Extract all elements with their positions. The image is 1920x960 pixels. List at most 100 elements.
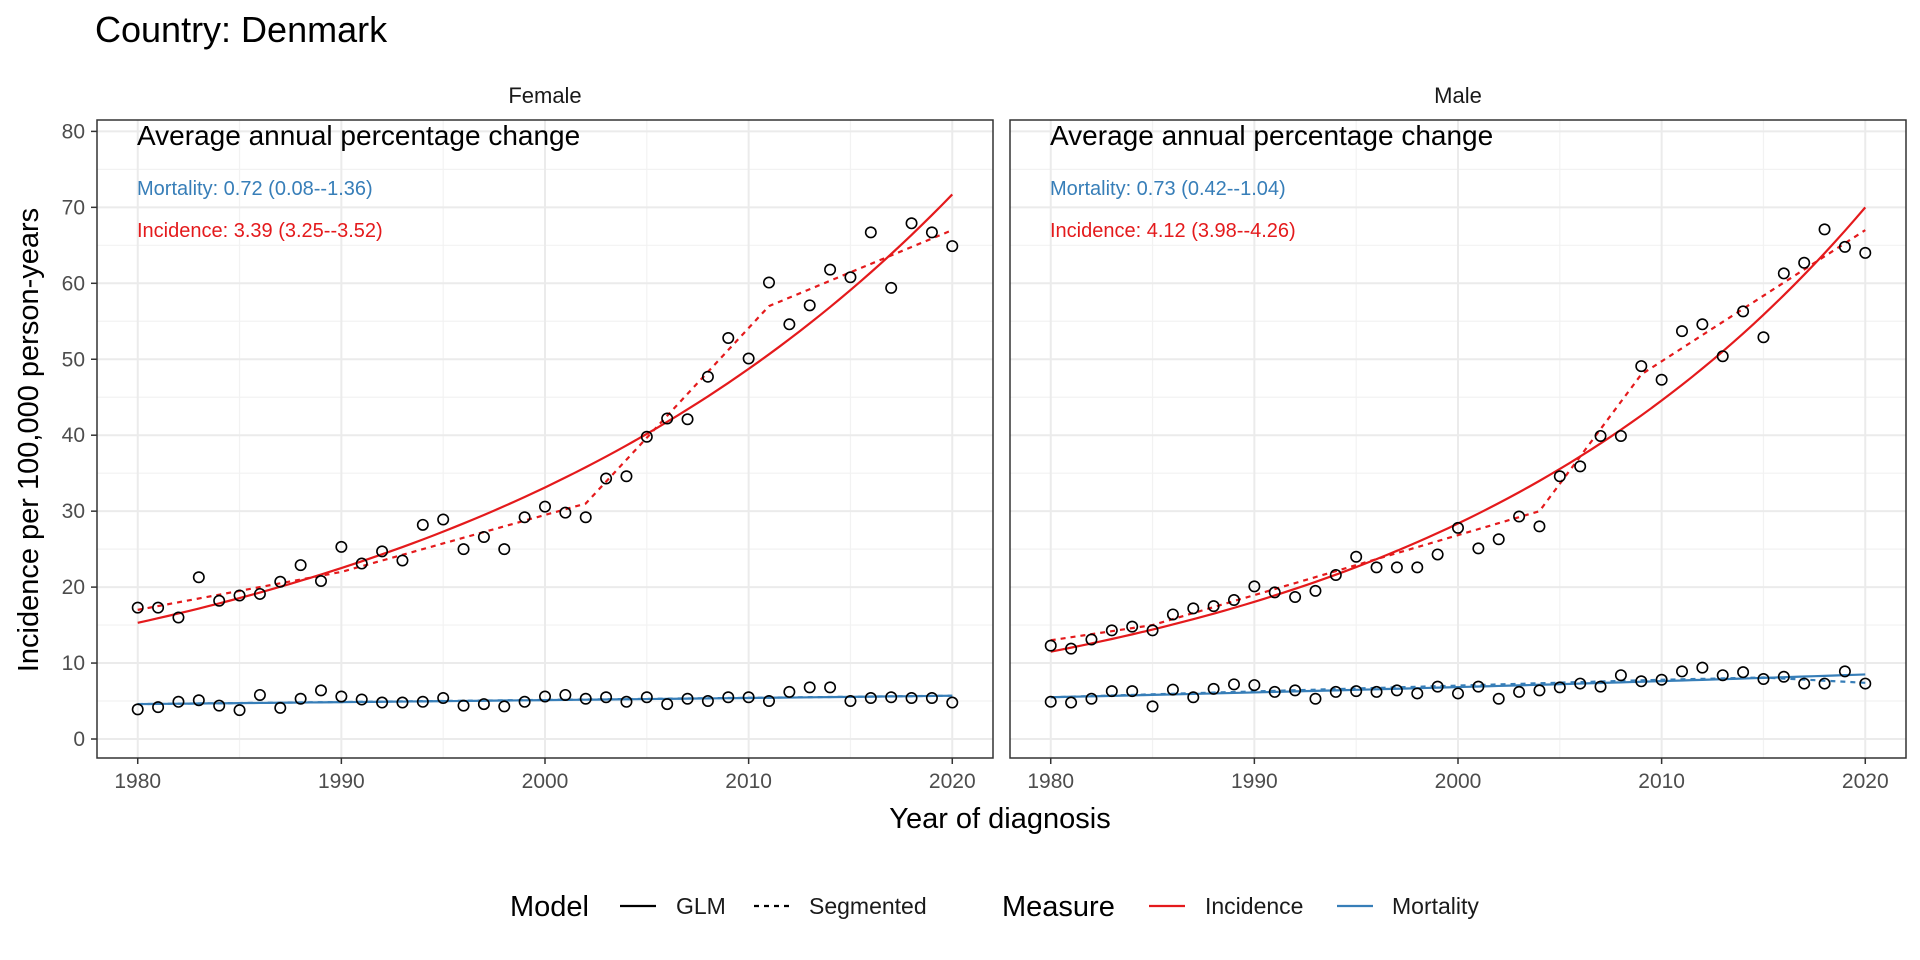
incidence-glm-line — [1050, 206, 1867, 653]
mortality-point — [1126, 685, 1139, 698]
mortality-point — [274, 701, 287, 714]
incidence-point — [579, 511, 592, 524]
incidence-point — [1228, 594, 1241, 607]
incidence-point — [1655, 373, 1668, 386]
mortality-point — [1411, 687, 1424, 700]
incidence-point — [172, 611, 185, 624]
mortality-point — [925, 691, 938, 704]
y-tick-label: 0 — [73, 728, 85, 751]
mortality-point — [1105, 685, 1118, 698]
mortality-point — [1044, 695, 1057, 708]
mortality-point — [722, 691, 735, 704]
mortality-point — [1798, 677, 1811, 690]
y-tick-label: 60 — [62, 272, 85, 295]
mortality-point — [1777, 670, 1790, 683]
mortality-point — [559, 688, 572, 701]
mortality-point — [396, 696, 409, 709]
x-tick-label: 1980 — [114, 770, 161, 793]
incidence-point — [396, 554, 409, 567]
mortality-point — [1289, 684, 1302, 697]
mortality-point — [518, 695, 531, 708]
mortality-point — [1309, 692, 1322, 705]
incidence-point — [925, 226, 938, 239]
incidence-point — [722, 331, 735, 344]
mortality-point — [1248, 679, 1261, 692]
incidence-point — [559, 506, 572, 519]
mortality-point — [314, 684, 327, 697]
incidence-point — [1818, 223, 1831, 236]
incidence-point — [477, 530, 490, 543]
y-tick-label: 30 — [62, 500, 85, 523]
mortality-point — [620, 695, 633, 708]
mortality-point — [1166, 683, 1179, 696]
incidence-point — [152, 601, 165, 614]
incidence-point — [457, 543, 470, 556]
mortality-point — [946, 696, 959, 709]
incidence-point — [1533, 520, 1546, 533]
mortality-point — [1268, 685, 1281, 698]
mortality-point — [1757, 673, 1770, 686]
incidence-point — [1452, 521, 1465, 534]
incidence-point — [681, 413, 694, 426]
incidence-point — [946, 240, 959, 253]
incidence-point — [620, 470, 633, 483]
incidence-point — [1431, 548, 1444, 561]
x-tick-label: 2000 — [1435, 770, 1482, 793]
x-tick-label: 2010 — [725, 770, 772, 793]
aapc-mortality-label: Mortality: 0.73 (0.42--1.04) — [1050, 178, 1286, 200]
x-tick-label: 2020 — [929, 770, 976, 793]
incidence-point — [1838, 240, 1851, 253]
x-tick-label: 1990 — [318, 770, 365, 793]
incidence-point — [1635, 360, 1648, 373]
y-tick-label: 50 — [62, 348, 85, 371]
y-tick-label: 80 — [62, 120, 85, 143]
mortality-point — [172, 695, 185, 708]
mortality-point — [1472, 680, 1485, 693]
incidence-point — [192, 571, 205, 584]
mortality-point — [1513, 685, 1526, 698]
incidence-point — [1289, 590, 1302, 603]
facet-strip-label: Female — [508, 83, 581, 108]
incidence-point — [233, 589, 246, 602]
incidence-point — [1268, 586, 1281, 599]
legend-label-segmented: Segmented — [809, 893, 927, 919]
mortality-point — [1431, 680, 1444, 693]
mortality-point — [1187, 691, 1200, 704]
mortality-point — [640, 691, 653, 704]
incidence-point — [701, 370, 714, 383]
mortality-point — [1716, 669, 1729, 682]
x-tick-label: 2010 — [1638, 770, 1685, 793]
incidence-point — [518, 511, 531, 524]
incidence-point — [1065, 642, 1078, 655]
incidence-point — [314, 575, 327, 588]
mortality-point — [1228, 678, 1241, 691]
incidence-point — [376, 545, 389, 558]
mortality-point — [457, 699, 470, 712]
incidence-point — [1044, 639, 1057, 652]
incidence-point — [1248, 580, 1261, 593]
incidence-point — [864, 226, 877, 239]
mortality-point — [824, 681, 837, 694]
incidence-point — [355, 557, 368, 570]
mortality-point — [1655, 673, 1668, 686]
incidence-point — [1716, 350, 1729, 363]
incidence-point — [905, 217, 918, 230]
incidence-point — [661, 412, 674, 425]
incidence-point — [640, 430, 653, 443]
aapc-mortality-label: Mortality: 0.72 (0.08--1.36) — [137, 178, 373, 200]
incidence-point — [1696, 318, 1709, 331]
mortality-point — [885, 691, 898, 704]
mortality-point — [1492, 692, 1505, 705]
mortality-point — [192, 694, 205, 707]
incidence-point — [1187, 602, 1200, 615]
incidence-point — [1472, 542, 1485, 555]
incidence-point — [1309, 584, 1322, 597]
mortality-point — [681, 692, 694, 705]
mortality-point — [355, 693, 368, 706]
mortality-point — [1146, 700, 1159, 713]
mortality-point — [1370, 685, 1383, 698]
incidence-point — [274, 575, 287, 588]
incidence-point — [1798, 256, 1811, 269]
incidence-point — [1594, 429, 1607, 442]
mortality-point — [1838, 665, 1851, 678]
